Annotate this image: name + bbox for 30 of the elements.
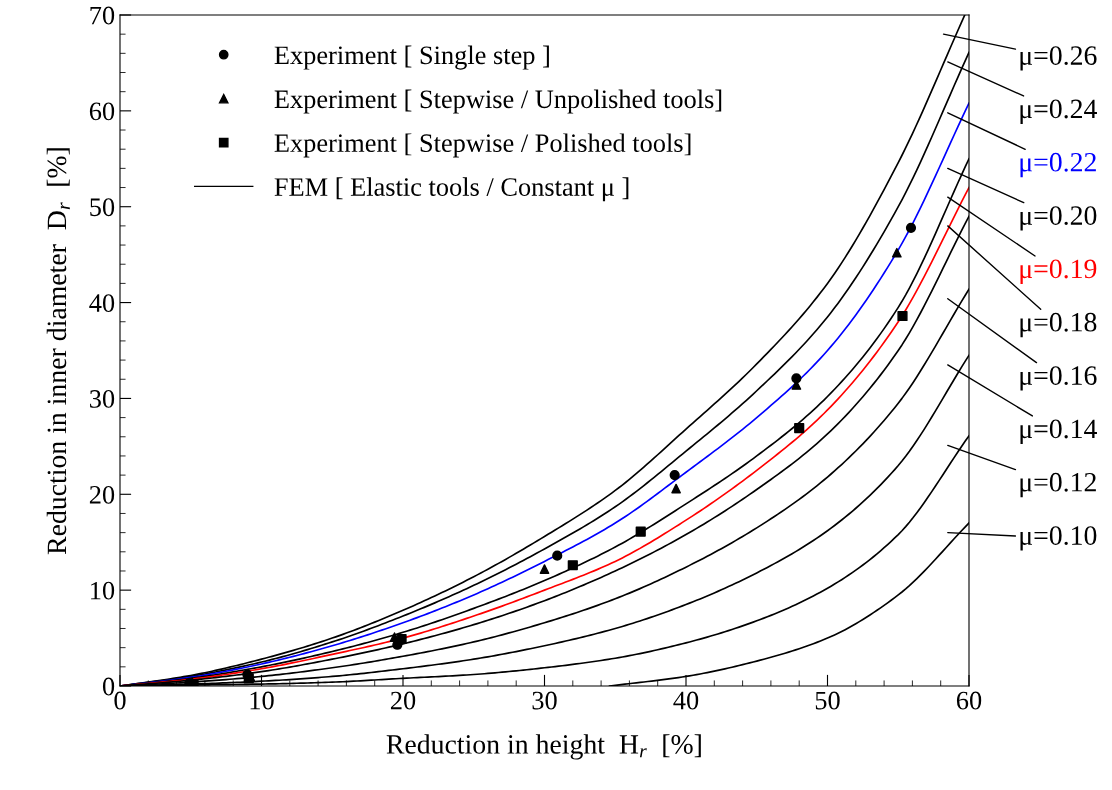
text: μ=0.16	[1020, 366, 1097, 391]
x-tick-label: 10	[250, 691, 274, 710]
text: μ=0.12	[1020, 472, 1096, 498]
legend-label: Experiment [ Stepwise / Unpolished tools]	[274, 89, 722, 114]
y-tick-label: 40	[89, 294, 115, 312]
x-tick-label: 20	[390, 691, 416, 710]
y-tick-label: 10	[91, 581, 115, 600]
x-tick-label: 30	[532, 691, 557, 710]
text: μ=0.20	[1020, 206, 1097, 231]
legend-label: μ=0.26	[1020, 46, 1097, 71]
legend-label: Experiment [ Single step ]	[274, 45, 549, 70]
legend-label: μ=0.24	[1020, 99, 1097, 124]
y-tick-label: 60	[89, 102, 115, 121]
text: μ=0.22	[1020, 152, 1096, 178]
y-tick-label: 0	[102, 677, 115, 696]
text: μ=0.19	[1020, 259, 1097, 284]
x-tick-label: 40	[673, 691, 699, 710]
x-axis-title: Reduction in height H$_{r}$ [%]	[386, 734, 701, 760]
x-tick-label: 60	[956, 691, 982, 710]
x-tick-label: 50	[815, 691, 840, 710]
legend-label: Experiment [ Stepwise / Polished tools]	[274, 133, 691, 158]
y-tick-label: 70	[90, 6, 115, 25]
y-tick-label: 30	[90, 390, 115, 408]
annotation: FEM [ Elastic tools / Constant μ ]	[274, 177, 629, 202]
y-axis-title: Reduction in inner diameter D$_{r}$ [%]	[46, 148, 70, 555]
y-tick-label: 20	[89, 485, 115, 504]
legend-label: μ=0.10	[1020, 526, 1097, 551]
text: μ=0.18	[1020, 312, 1097, 338]
y-tick-label: 50	[90, 198, 115, 217]
text: μ=0.14	[1020, 419, 1097, 444]
